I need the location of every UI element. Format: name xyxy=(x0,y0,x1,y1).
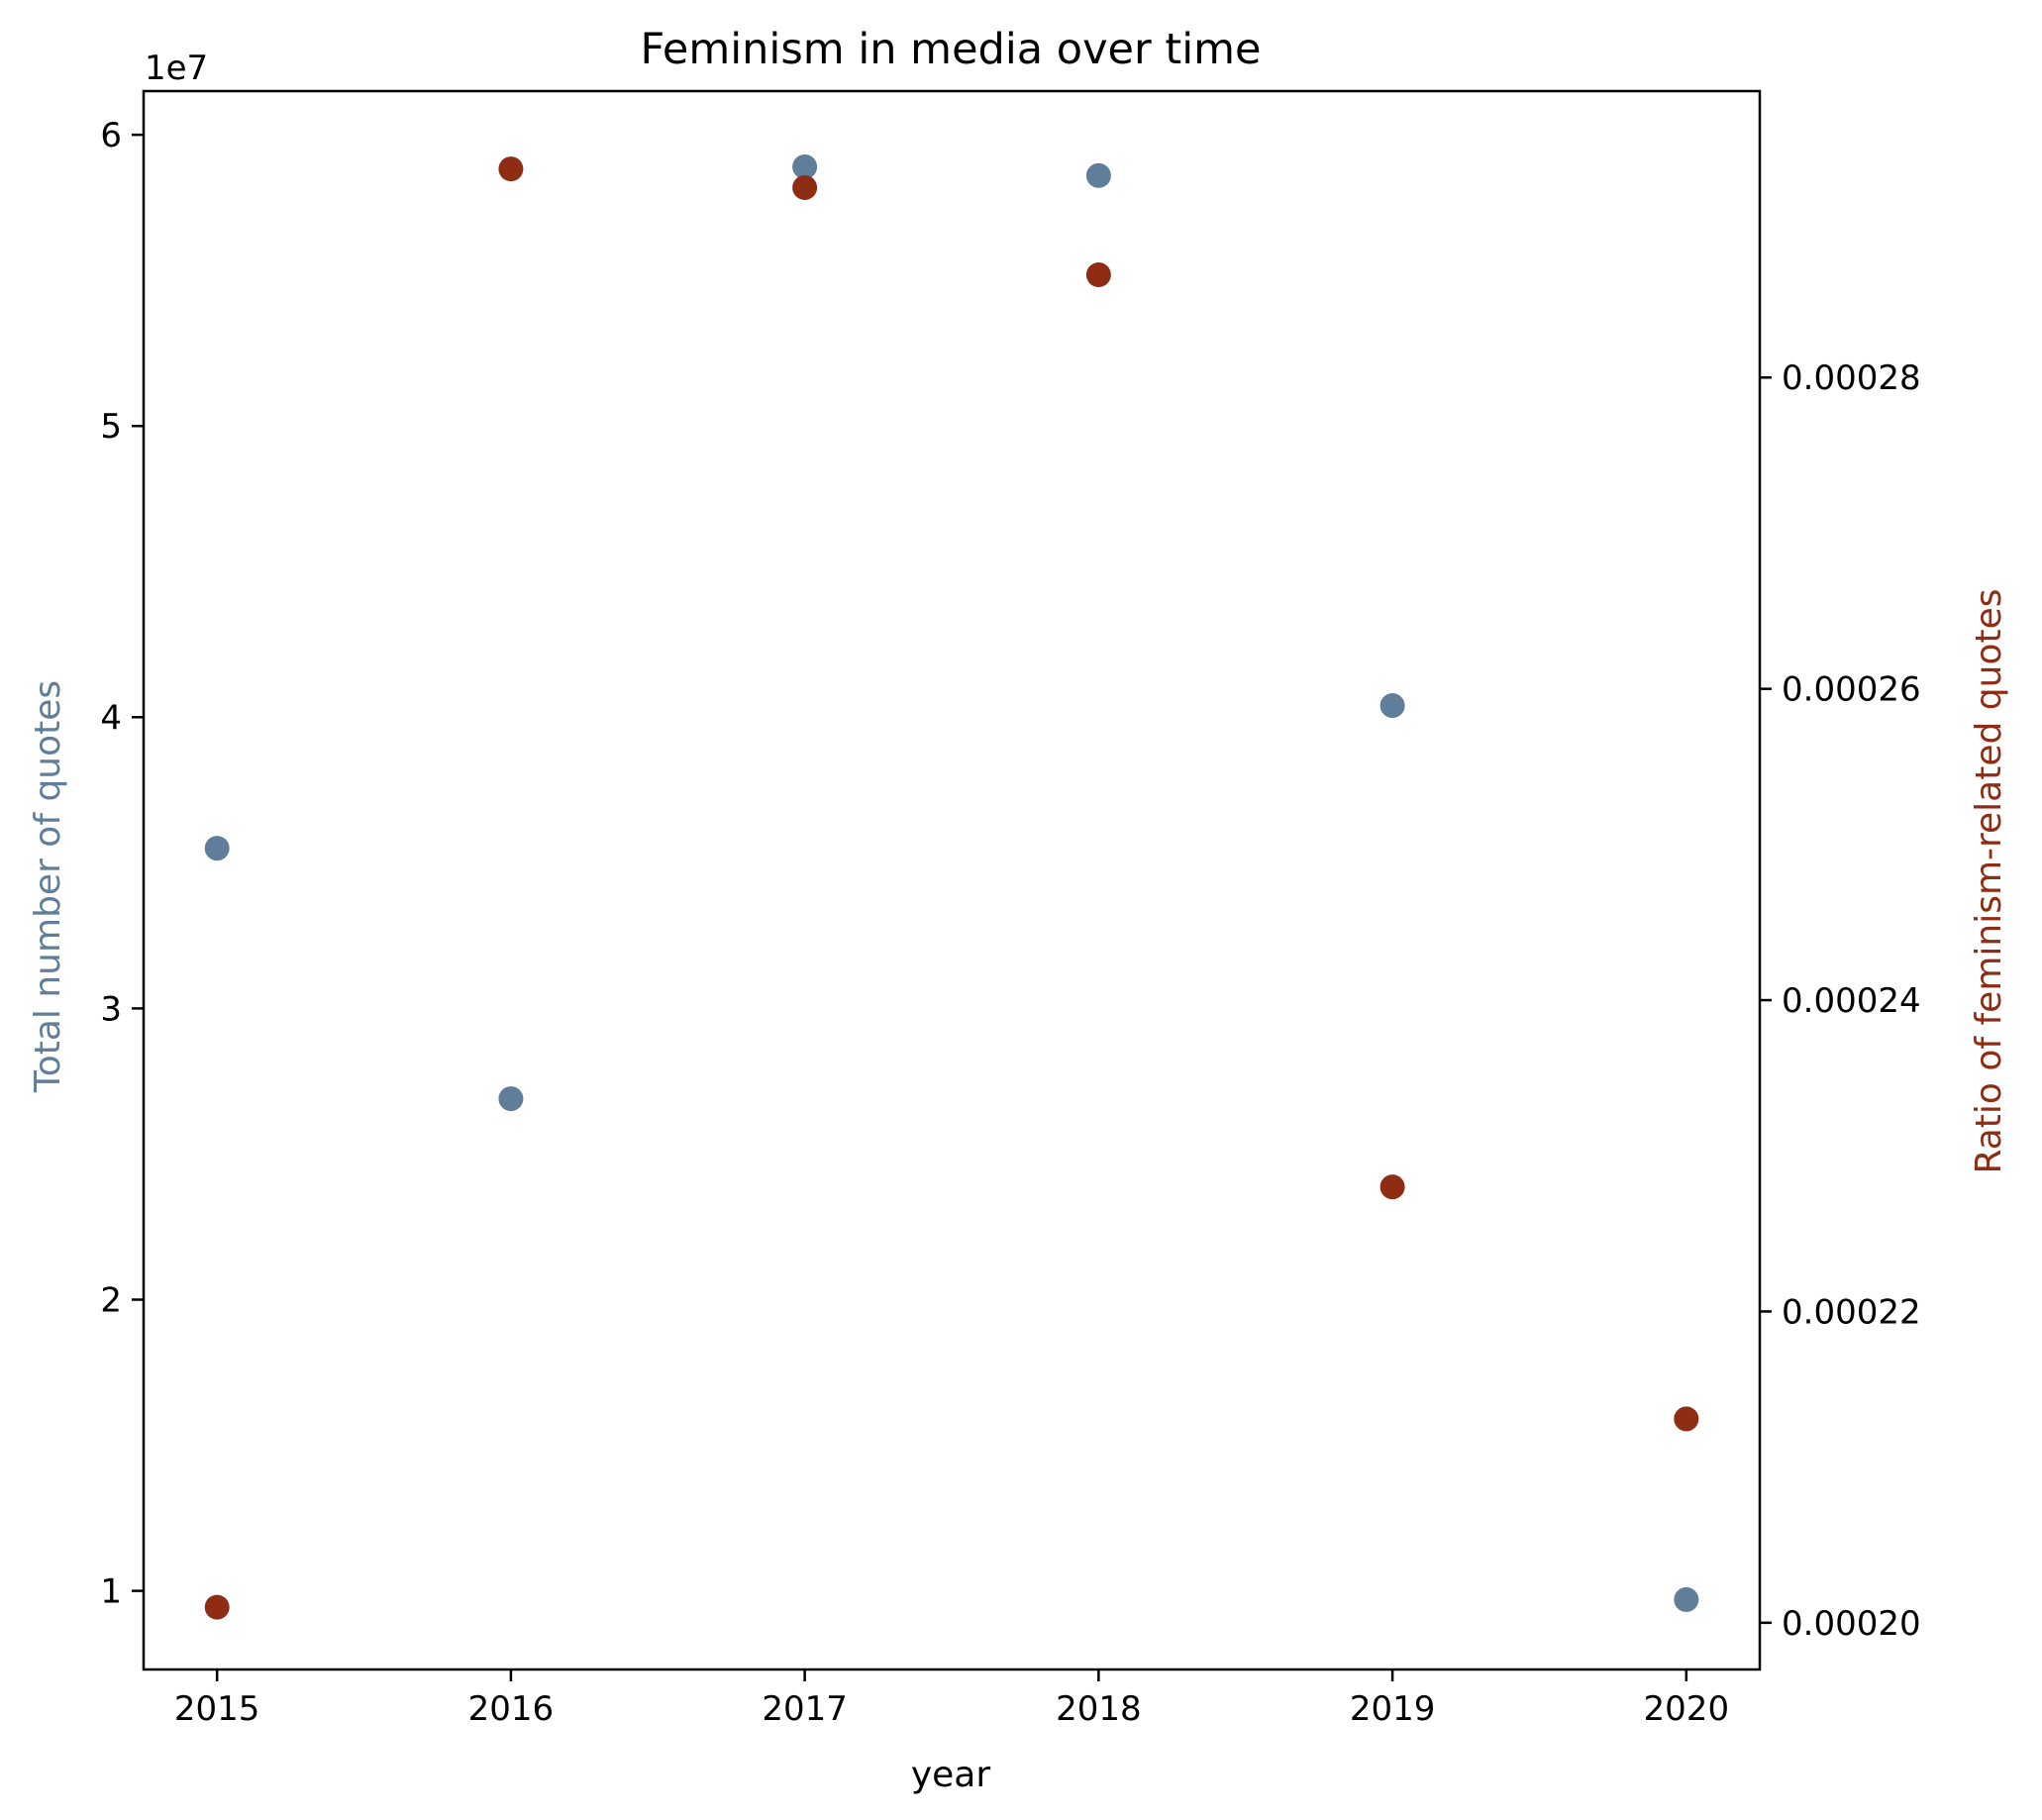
feminism-ratio-point xyxy=(792,174,818,200)
axis-ticks: 2015 2016 2017 2018 2019 2020 1 2 3 4 5 6 0.00020 0.0… xyxy=(100,116,1920,1729)
total-quotes-series xyxy=(204,153,1699,1612)
data-points xyxy=(204,153,1699,1620)
feminism-ratio-series xyxy=(204,156,1699,1620)
chart-title: Feminism in media over time xyxy=(640,25,1261,74)
right-axis-title: Ratio of feminism-related quotes xyxy=(1969,588,2009,1173)
total-quotes-point xyxy=(792,153,818,179)
plot-frame xyxy=(142,89,1762,1671)
feminism-ratio-point xyxy=(1674,1406,1699,1432)
feminism-ratio-point xyxy=(498,156,524,182)
total-quotes-point xyxy=(1085,162,1111,188)
right-y-tick-label: 0.00024 xyxy=(1782,981,1921,1021)
x-axis-title: year xyxy=(911,1755,991,1795)
x-tick-label: 2015 xyxy=(174,1689,260,1729)
right-y-tick-label: 0.00020 xyxy=(1782,1604,1921,1644)
left-y-tick-label: 1 xyxy=(100,1572,122,1612)
x-tick-label: 2019 xyxy=(1350,1689,1436,1729)
x-tick-label: 2017 xyxy=(762,1689,848,1729)
total-quotes-point xyxy=(1674,1586,1699,1612)
left-y-tick-label: 2 xyxy=(100,1280,122,1320)
left-y-tick-label: 3 xyxy=(100,989,122,1029)
x-tick-label: 2020 xyxy=(1644,1689,1730,1729)
x-tick-label: 2018 xyxy=(1056,1689,1142,1729)
x-tick-label: 2016 xyxy=(468,1689,555,1729)
right-y-tick-label: 0.00028 xyxy=(1782,358,1921,398)
left-y-tick-label: 4 xyxy=(100,698,122,738)
left-axis-offset-label: 1e7 xyxy=(145,49,208,88)
right-y-tick-label: 0.00026 xyxy=(1782,670,1921,710)
left-axis-title: Total number of quotes xyxy=(28,680,68,1093)
feminism-ratio-point xyxy=(204,1594,230,1620)
feminism-ratio-point xyxy=(1379,1174,1405,1200)
feminism-ratio-point xyxy=(1085,261,1111,287)
right-y-tick-label: 0.00022 xyxy=(1782,1292,1921,1332)
total-quotes-point xyxy=(204,836,230,861)
left-y-tick-label: 6 xyxy=(100,116,122,155)
total-quotes-point xyxy=(1379,693,1405,719)
left-y-tick-label: 5 xyxy=(100,407,122,447)
total-quotes-point xyxy=(498,1086,524,1112)
